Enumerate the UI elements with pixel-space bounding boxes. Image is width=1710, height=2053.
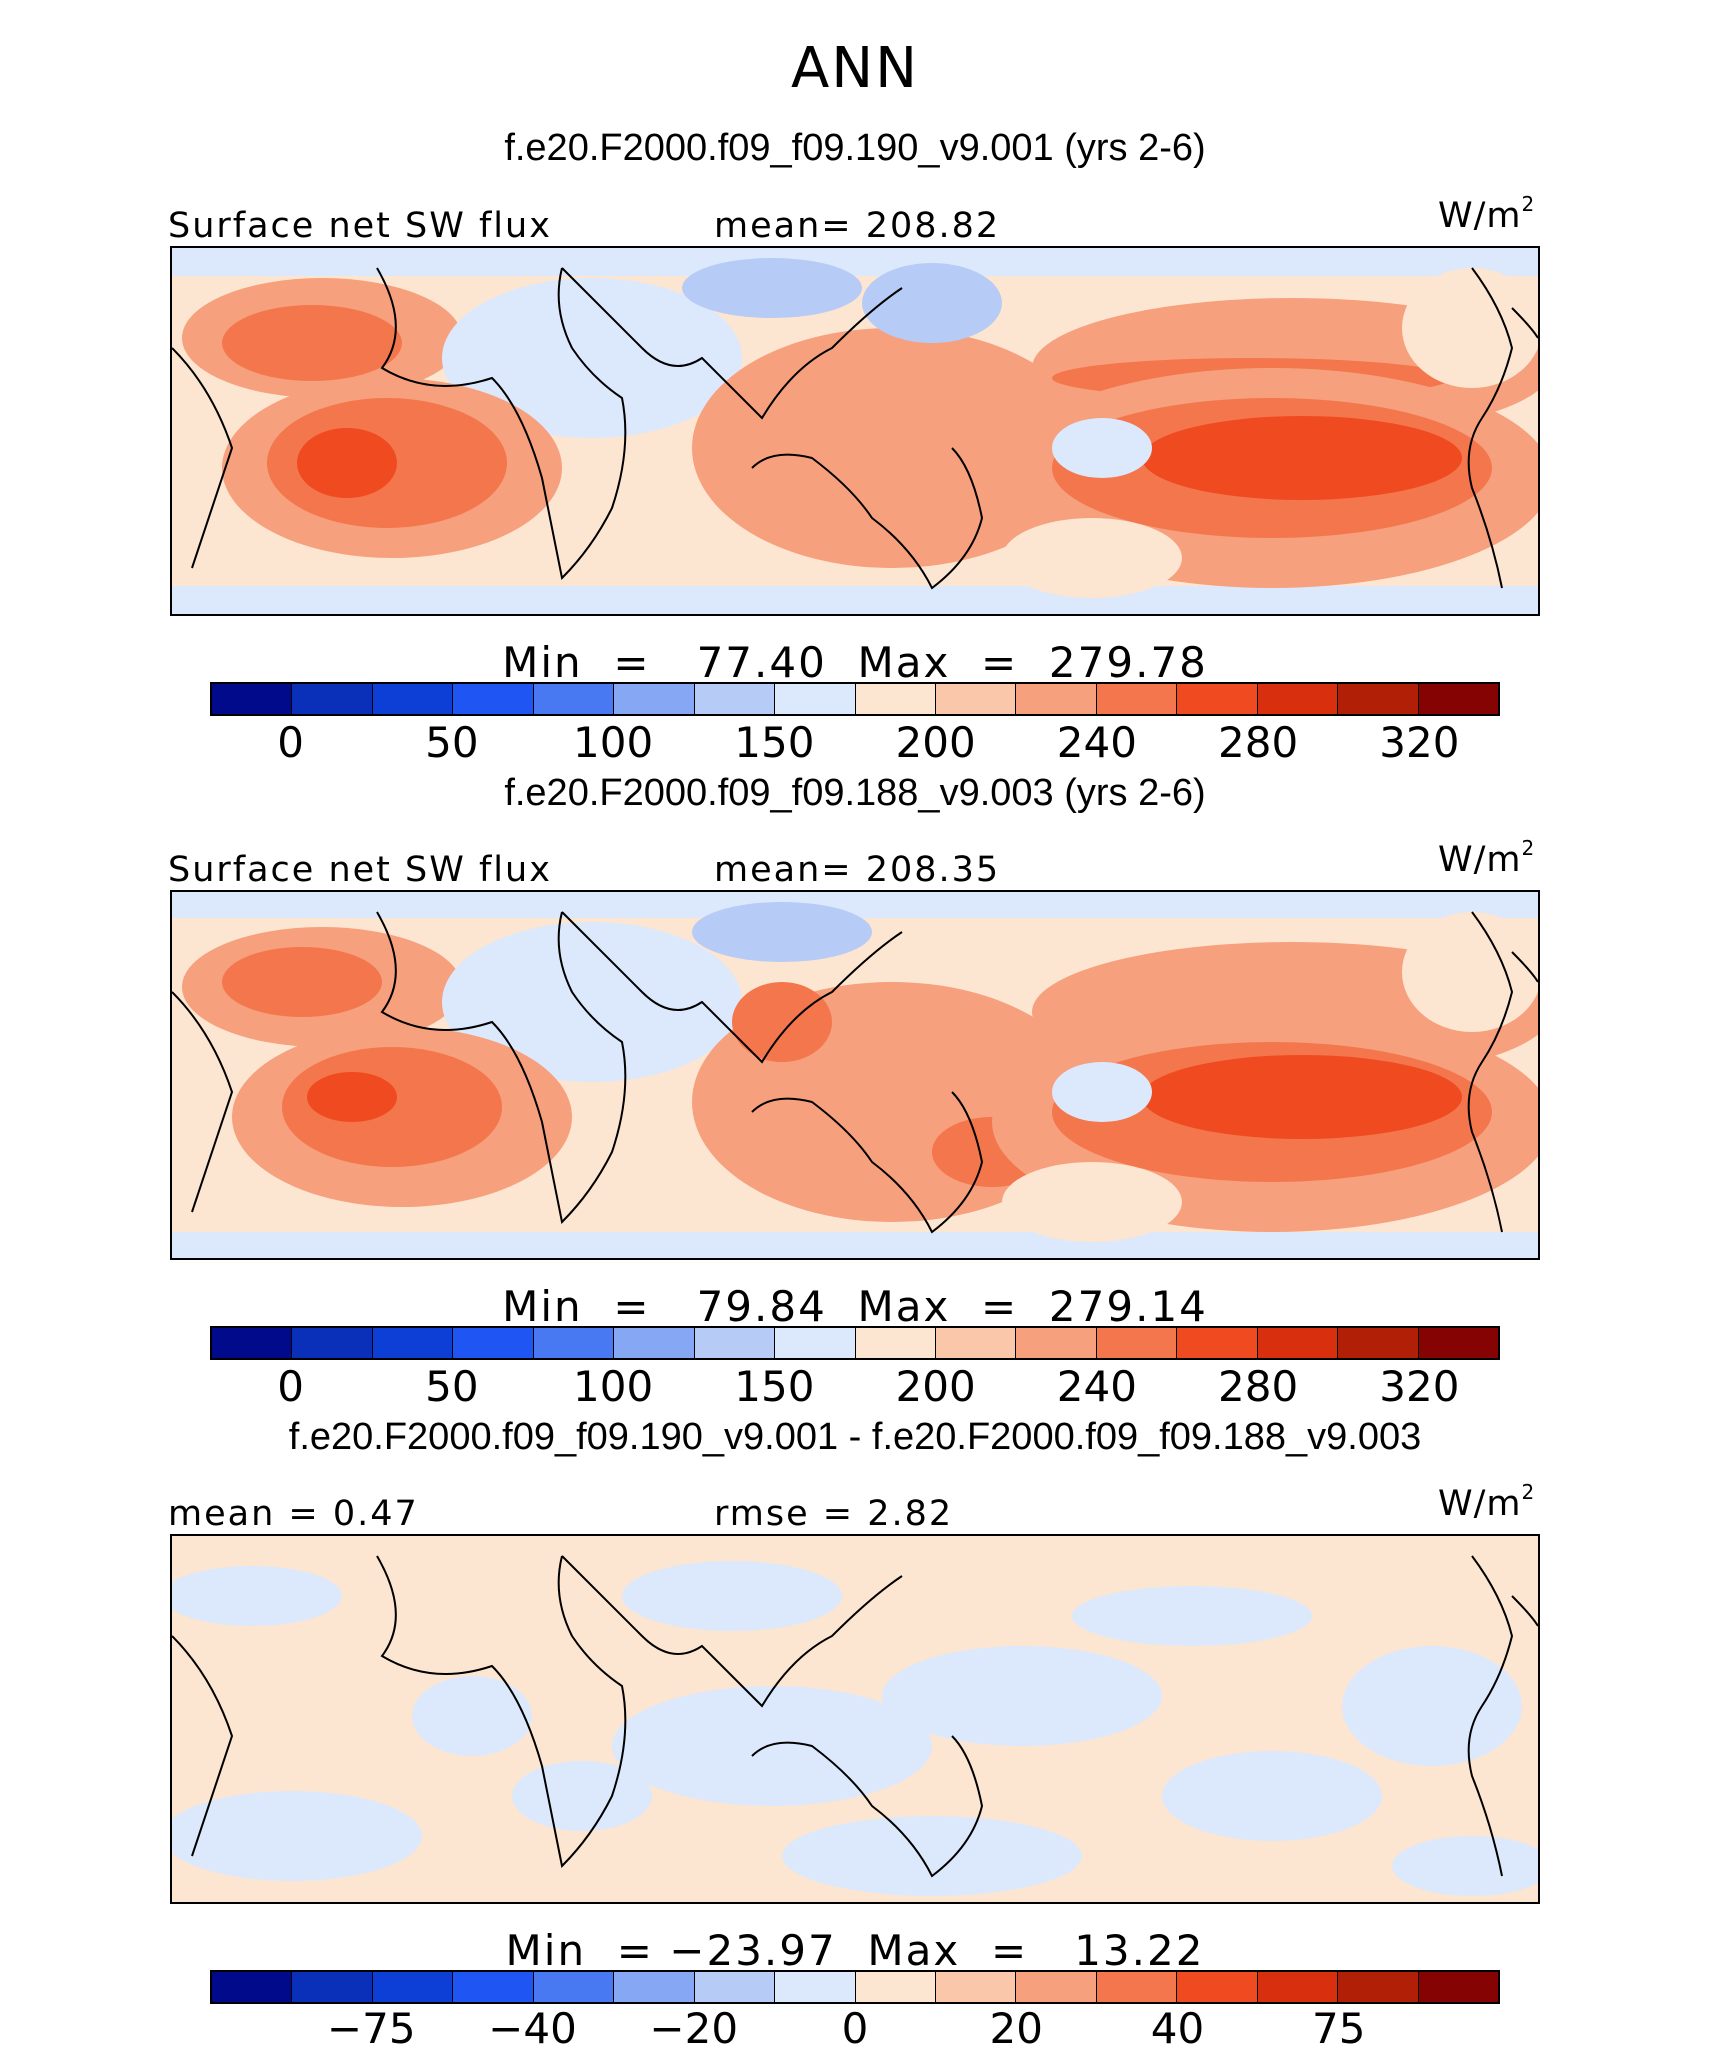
colorbar-1-bin	[855, 684, 936, 714]
case-title-3: f.e20.F2000.f09_f09.190_v9.001 - f.e20.F…	[288, 1416, 1422, 1458]
colorbar-tick-label: 240	[1056, 718, 1137, 767]
colorbar-3-bin	[775, 1972, 856, 2002]
map-panel-3	[170, 1534, 1540, 1904]
colorbar-ticks-3: −75 −40 −20 0 20 40 75	[0, 2004, 1710, 2053]
colorbar-2-bin	[1338, 1328, 1419, 1358]
colorbar-3-bin	[1177, 1972, 1258, 2002]
variable-label-2: Surface net SW flux	[168, 850, 552, 890]
colorbar-2-bin	[935, 1328, 1017, 1358]
colorbar-2-bin	[775, 1328, 856, 1358]
colorbar-1-bin	[533, 684, 615, 714]
case-title-2: f.e20.F2000.f09_f09.188_v9.003 (yrs 2-6)	[504, 772, 1206, 814]
colorbar-tick-label: 150	[734, 1362, 815, 1411]
colorbar-tick-label: 240	[1056, 1362, 1137, 1411]
colorbar-2-bin	[1418, 1328, 1498, 1358]
colorbar-1-bin	[1016, 684, 1097, 714]
map-field-1	[172, 248, 1538, 614]
units-label-3: W/m2	[1438, 1480, 1536, 1524]
colorbar-3-bin	[1257, 1972, 1339, 2002]
colorbar-tick-label: 280	[1218, 718, 1299, 767]
colorbar-3-bin	[694, 1972, 776, 2002]
colorbar-3-bin	[533, 1972, 615, 2002]
colorbar-tick-label: −40	[488, 2004, 577, 2053]
colorbar-2-bin	[212, 1328, 293, 1358]
colorbar-tick-label: 50	[425, 1362, 479, 1411]
colorbar-3-bin	[372, 1972, 454, 2002]
colorbar-3-bin	[614, 1972, 695, 2002]
colorbar-tick-label: 100	[573, 718, 654, 767]
colorbar-tick-label: −20	[649, 2004, 739, 2053]
colorbar-3-bin	[1418, 1972, 1498, 2002]
colorbar-2-bin	[694, 1328, 776, 1358]
colorbar-2-bin	[292, 1328, 373, 1358]
colorbar-1-bin	[775, 684, 856, 714]
colorbar-tick-label: 100	[573, 1362, 654, 1411]
colorbar-2	[210, 1326, 1500, 1360]
colorbar-1	[210, 682, 1500, 716]
map-field-2	[172, 892, 1538, 1258]
figure-title: ANN	[790, 36, 920, 101]
colorbar-1-bin	[935, 684, 1017, 714]
colorbar-tick-label: 0	[277, 718, 304, 767]
colorbar-3-bin	[855, 1972, 936, 2002]
colorbar-3-bin	[453, 1972, 534, 2002]
colorbar-ticks-2: 0 50 100 150 200 240 280 320	[0, 1362, 1710, 1412]
colorbar-tick-label: 75	[1312, 2004, 1366, 2053]
colorbar-2-bin	[372, 1328, 454, 1358]
colorbar-tick-label: 20	[989, 2004, 1043, 2053]
map-panel-2	[170, 890, 1540, 1260]
colorbar-tick-label: 280	[1218, 1362, 1299, 1411]
mean-label-2: mean= 208.35	[714, 850, 1001, 890]
colorbar-tick-label: 0	[841, 2004, 869, 2053]
colorbar-1-bin	[1418, 684, 1498, 714]
minmax-label-2: Min = 79.84 Max = 279.14	[502, 1282, 1208, 1331]
colorbar-1-bin	[1177, 684, 1258, 714]
colorbar-3-bin	[935, 1972, 1017, 2002]
rmse-label: rmse = 2.82	[714, 1494, 954, 1534]
colorbar-2-bin	[453, 1328, 534, 1358]
colorbar-1-bin	[453, 684, 534, 714]
colorbar-2-bin	[1177, 1328, 1258, 1358]
minmax-label-1: Min = 77.40 Max = 279.78	[502, 638, 1208, 687]
colorbar-3-bin	[1016, 1972, 1097, 2002]
colorbar-tick-label: 320	[1379, 718, 1460, 767]
colorbar-2-bin	[1016, 1328, 1097, 1358]
colorbar-1-bin	[1338, 684, 1419, 714]
colorbar-2-bin	[1096, 1328, 1178, 1358]
colorbar-tick-label: 200	[895, 718, 976, 767]
units-label-2: W/m2	[1438, 836, 1536, 880]
colorbar-1-bin	[212, 684, 293, 714]
colorbar-1-bin	[694, 684, 776, 714]
case-title-1: f.e20.F2000.f09_f09.190_v9.001 (yrs 2-6)	[504, 127, 1206, 169]
variable-label-1: Surface net SW flux	[168, 206, 552, 246]
colorbar-1-bin	[372, 684, 454, 714]
colorbar-tick-label: 200	[895, 1362, 976, 1411]
colorbar-3	[210, 1970, 1500, 2004]
map-field-3	[172, 1536, 1538, 1902]
colorbar-3-bin	[1096, 1972, 1178, 2002]
colorbar-1-bin	[1257, 684, 1339, 714]
colorbar-1-bin	[614, 684, 695, 714]
colorbar-2-bin	[1257, 1328, 1339, 1358]
colorbar-tick-label: 150	[734, 718, 815, 767]
minmax-label-3: Min = −23.97 Max = 13.22	[505, 1926, 1205, 1975]
colorbar-2-bin	[855, 1328, 936, 1358]
colorbar-tick-label: 0	[277, 1362, 304, 1411]
colorbar-tick-label: 50	[425, 718, 479, 767]
colorbar-3-bin	[1338, 1972, 1419, 2002]
diff-mean-label: mean = 0.47	[168, 1494, 419, 1534]
colorbar-tick-label: 40	[1150, 2004, 1205, 2053]
colorbar-3-bin	[212, 1972, 293, 2002]
colorbar-1-bin	[1096, 684, 1178, 714]
colorbar-2-bin	[614, 1328, 695, 1358]
colorbar-tick-label: −75	[326, 2004, 416, 2053]
colorbar-3-bin	[292, 1972, 373, 2002]
colorbar-tick-label: 320	[1379, 1362, 1460, 1411]
colorbar-2-bin	[533, 1328, 615, 1358]
mean-label-1: mean= 208.82	[714, 206, 1001, 246]
map-panel-1	[170, 246, 1540, 616]
colorbar-ticks-1: 0 50 100 150 200 240 280 320	[0, 718, 1710, 768]
colorbar-1-bin	[292, 684, 373, 714]
units-label-1: W/m2	[1438, 192, 1536, 236]
